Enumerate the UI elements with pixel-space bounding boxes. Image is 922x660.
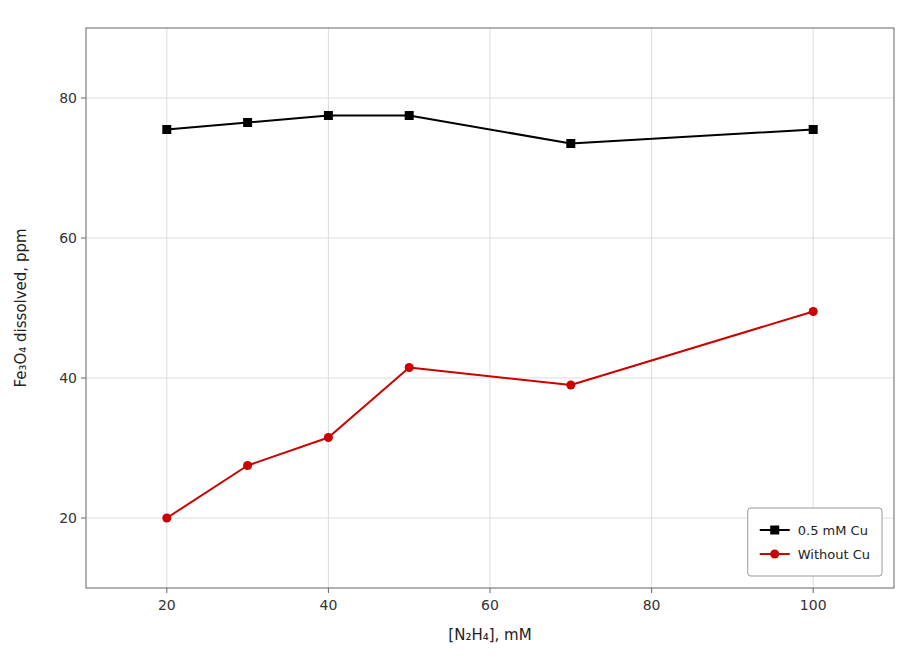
plot-area: [86, 28, 894, 588]
chart: 20 40 60 80 100 20 40 60 80 [N₂H₄], mM Fe₃O₄ disso…: [0, 0, 922, 660]
legend-swatch-marker: [770, 550, 779, 559]
data: [162, 111, 817, 523]
x-grid-line: [490, 28, 491, 588]
y-tick: [81, 518, 86, 519]
y-tick-label: 20: [59, 510, 77, 526]
series-marker: [566, 381, 575, 390]
series-marker: [405, 111, 414, 120]
x-axis-label: [N₂H₄], mM: [448, 626, 531, 644]
y-axis-label: Fe₃O₄ dissolved, ppm: [12, 228, 30, 387]
x-tick-label: 80: [643, 597, 661, 613]
x-tick-label: 60: [481, 597, 499, 613]
y-tick-label: 40: [59, 370, 77, 386]
x-grid-line: [166, 28, 167, 588]
plot-frame: [86, 28, 894, 588]
x-tick-label: 100: [800, 597, 827, 613]
page: {"chart_data": {"type": "line", "xlabel"…: [0, 0, 922, 660]
legend-box: [748, 508, 882, 576]
series-marker: [162, 125, 171, 134]
series-marker: [243, 461, 252, 470]
legend-swatch-marker: [770, 526, 779, 535]
y-tick-label: 80: [59, 90, 77, 106]
x-tick: [813, 588, 814, 593]
legend-label: 0.5 mM Cu: [798, 523, 868, 538]
series-marker: [324, 433, 333, 442]
series-line: [167, 116, 813, 144]
axes: 20 40 60 80 100 20 40 60 80: [59, 90, 826, 613]
y-grid-line: [86, 238, 894, 239]
y-tick: [81, 378, 86, 379]
y-grid-line: [86, 378, 894, 379]
series-marker: [809, 307, 818, 316]
series-marker: [162, 514, 171, 523]
x-tick-label: 40: [319, 597, 337, 613]
y-tick: [81, 238, 86, 239]
x-tick: [166, 588, 167, 593]
x-tick-label: 20: [158, 597, 176, 613]
y-tick: [81, 98, 86, 99]
y-grid-line: [86, 98, 894, 99]
legend: 0.5 mM Cu Without Cu: [748, 508, 882, 576]
series-marker: [566, 139, 575, 148]
grid: [86, 28, 894, 588]
x-tick: [328, 588, 329, 593]
series-marker: [405, 363, 414, 372]
series-marker: [324, 111, 333, 120]
x-tick: [651, 588, 652, 593]
series-marker: [809, 125, 818, 134]
series-marker: [243, 118, 252, 127]
legend-label: Without Cu: [798, 547, 870, 562]
y-tick-label: 60: [59, 230, 77, 246]
series-line: [167, 312, 813, 519]
x-grid-line: [651, 28, 652, 588]
x-tick: [490, 588, 491, 593]
